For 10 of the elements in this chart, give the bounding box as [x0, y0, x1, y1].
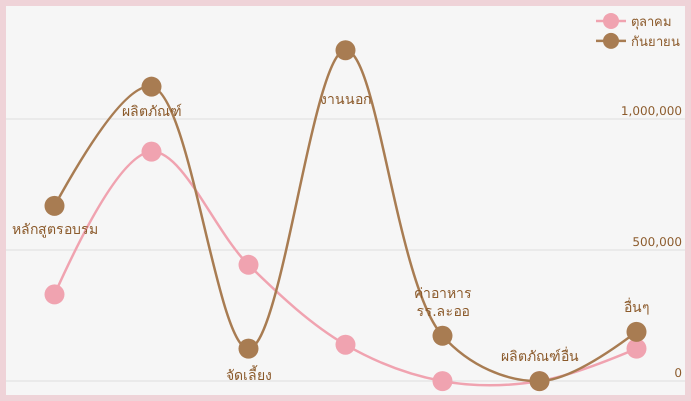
- y-tick-label: 1,000,000: [620, 104, 682, 118]
- y-tick-label: 500,000: [632, 234, 682, 249]
- x-tick-label: ผลิตภัณฑ์อื่น: [501, 347, 579, 365]
- legend-label: กันยายน: [631, 34, 680, 50]
- legend-label: ตุลาคม: [631, 15, 672, 30]
- x-tick-label: งานนอก: [320, 92, 371, 108]
- x-tick-label: อื่นๆ: [624, 298, 650, 316]
- x-tick-label: หลักสูตรอบรม: [12, 222, 98, 238]
- x-tick-label: จัดเลี้ยง: [226, 365, 272, 384]
- y-tick-label: 0: [674, 366, 682, 380]
